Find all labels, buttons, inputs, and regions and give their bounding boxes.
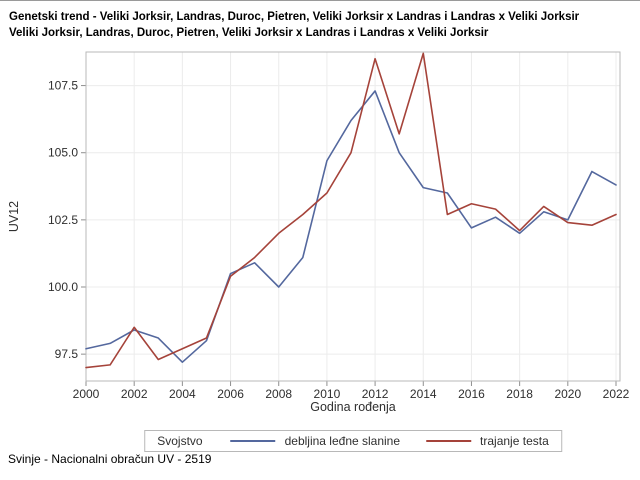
series-line-2 [85,52,617,369]
y-axis-label: UV12 [7,201,21,232]
x-tick-label: 2010 [314,387,341,401]
legend-swatch-1 [230,440,276,442]
chart-title: Genetski trend - Veliki Jorksir, Landras… [9,9,634,41]
x-tick-label: 2012 [362,387,389,401]
legend-swatch-2 [426,440,472,442]
legend-label-1: debljina leđne slanine [284,434,401,448]
chart-title-line2: Veliki Jorksir, Landras, Duroc, Pietren,… [9,27,489,39]
x-tick-label: 2022 [603,387,630,401]
legend-title: Svojstvo [157,434,203,448]
y-tick-label: 97.5 [55,347,79,361]
legend: Svojstvo debljina leđne slanine trajanje… [144,430,562,452]
x-tick-label: 2002 [121,387,148,401]
x-tick-label: 2000 [73,387,100,401]
x-tick-label: 2008 [265,387,292,401]
x-tick-label: 2020 [554,387,581,401]
x-tick-label: 2018 [506,387,533,401]
x-tick-label: 2014 [410,387,437,401]
y-tick-label: 102.5 [48,213,78,227]
footer-text: Svinje - Nacionalni obračun UV - 2519 [8,452,212,466]
legend-item-2: trajanje testa [426,434,549,448]
series-line-1 [85,90,617,364]
chart-title-line1: Genetski trend - Veliki Jorksir, Landras… [9,11,580,23]
x-axis-label: Godina rođenja [310,400,396,414]
x-tick-label: 2004 [169,387,196,401]
plot-frame [85,51,621,382]
x-tick-label: 2016 [458,387,485,401]
legend-label-2: trajanje testa [480,434,549,448]
legend-item-1: debljina leđne slanine [230,434,401,448]
y-tick-label: 107.5 [48,79,78,93]
y-tick-label: 100.0 [48,280,78,294]
x-tick-label: 2006 [217,387,244,401]
y-tick-label: 105.0 [48,146,78,160]
